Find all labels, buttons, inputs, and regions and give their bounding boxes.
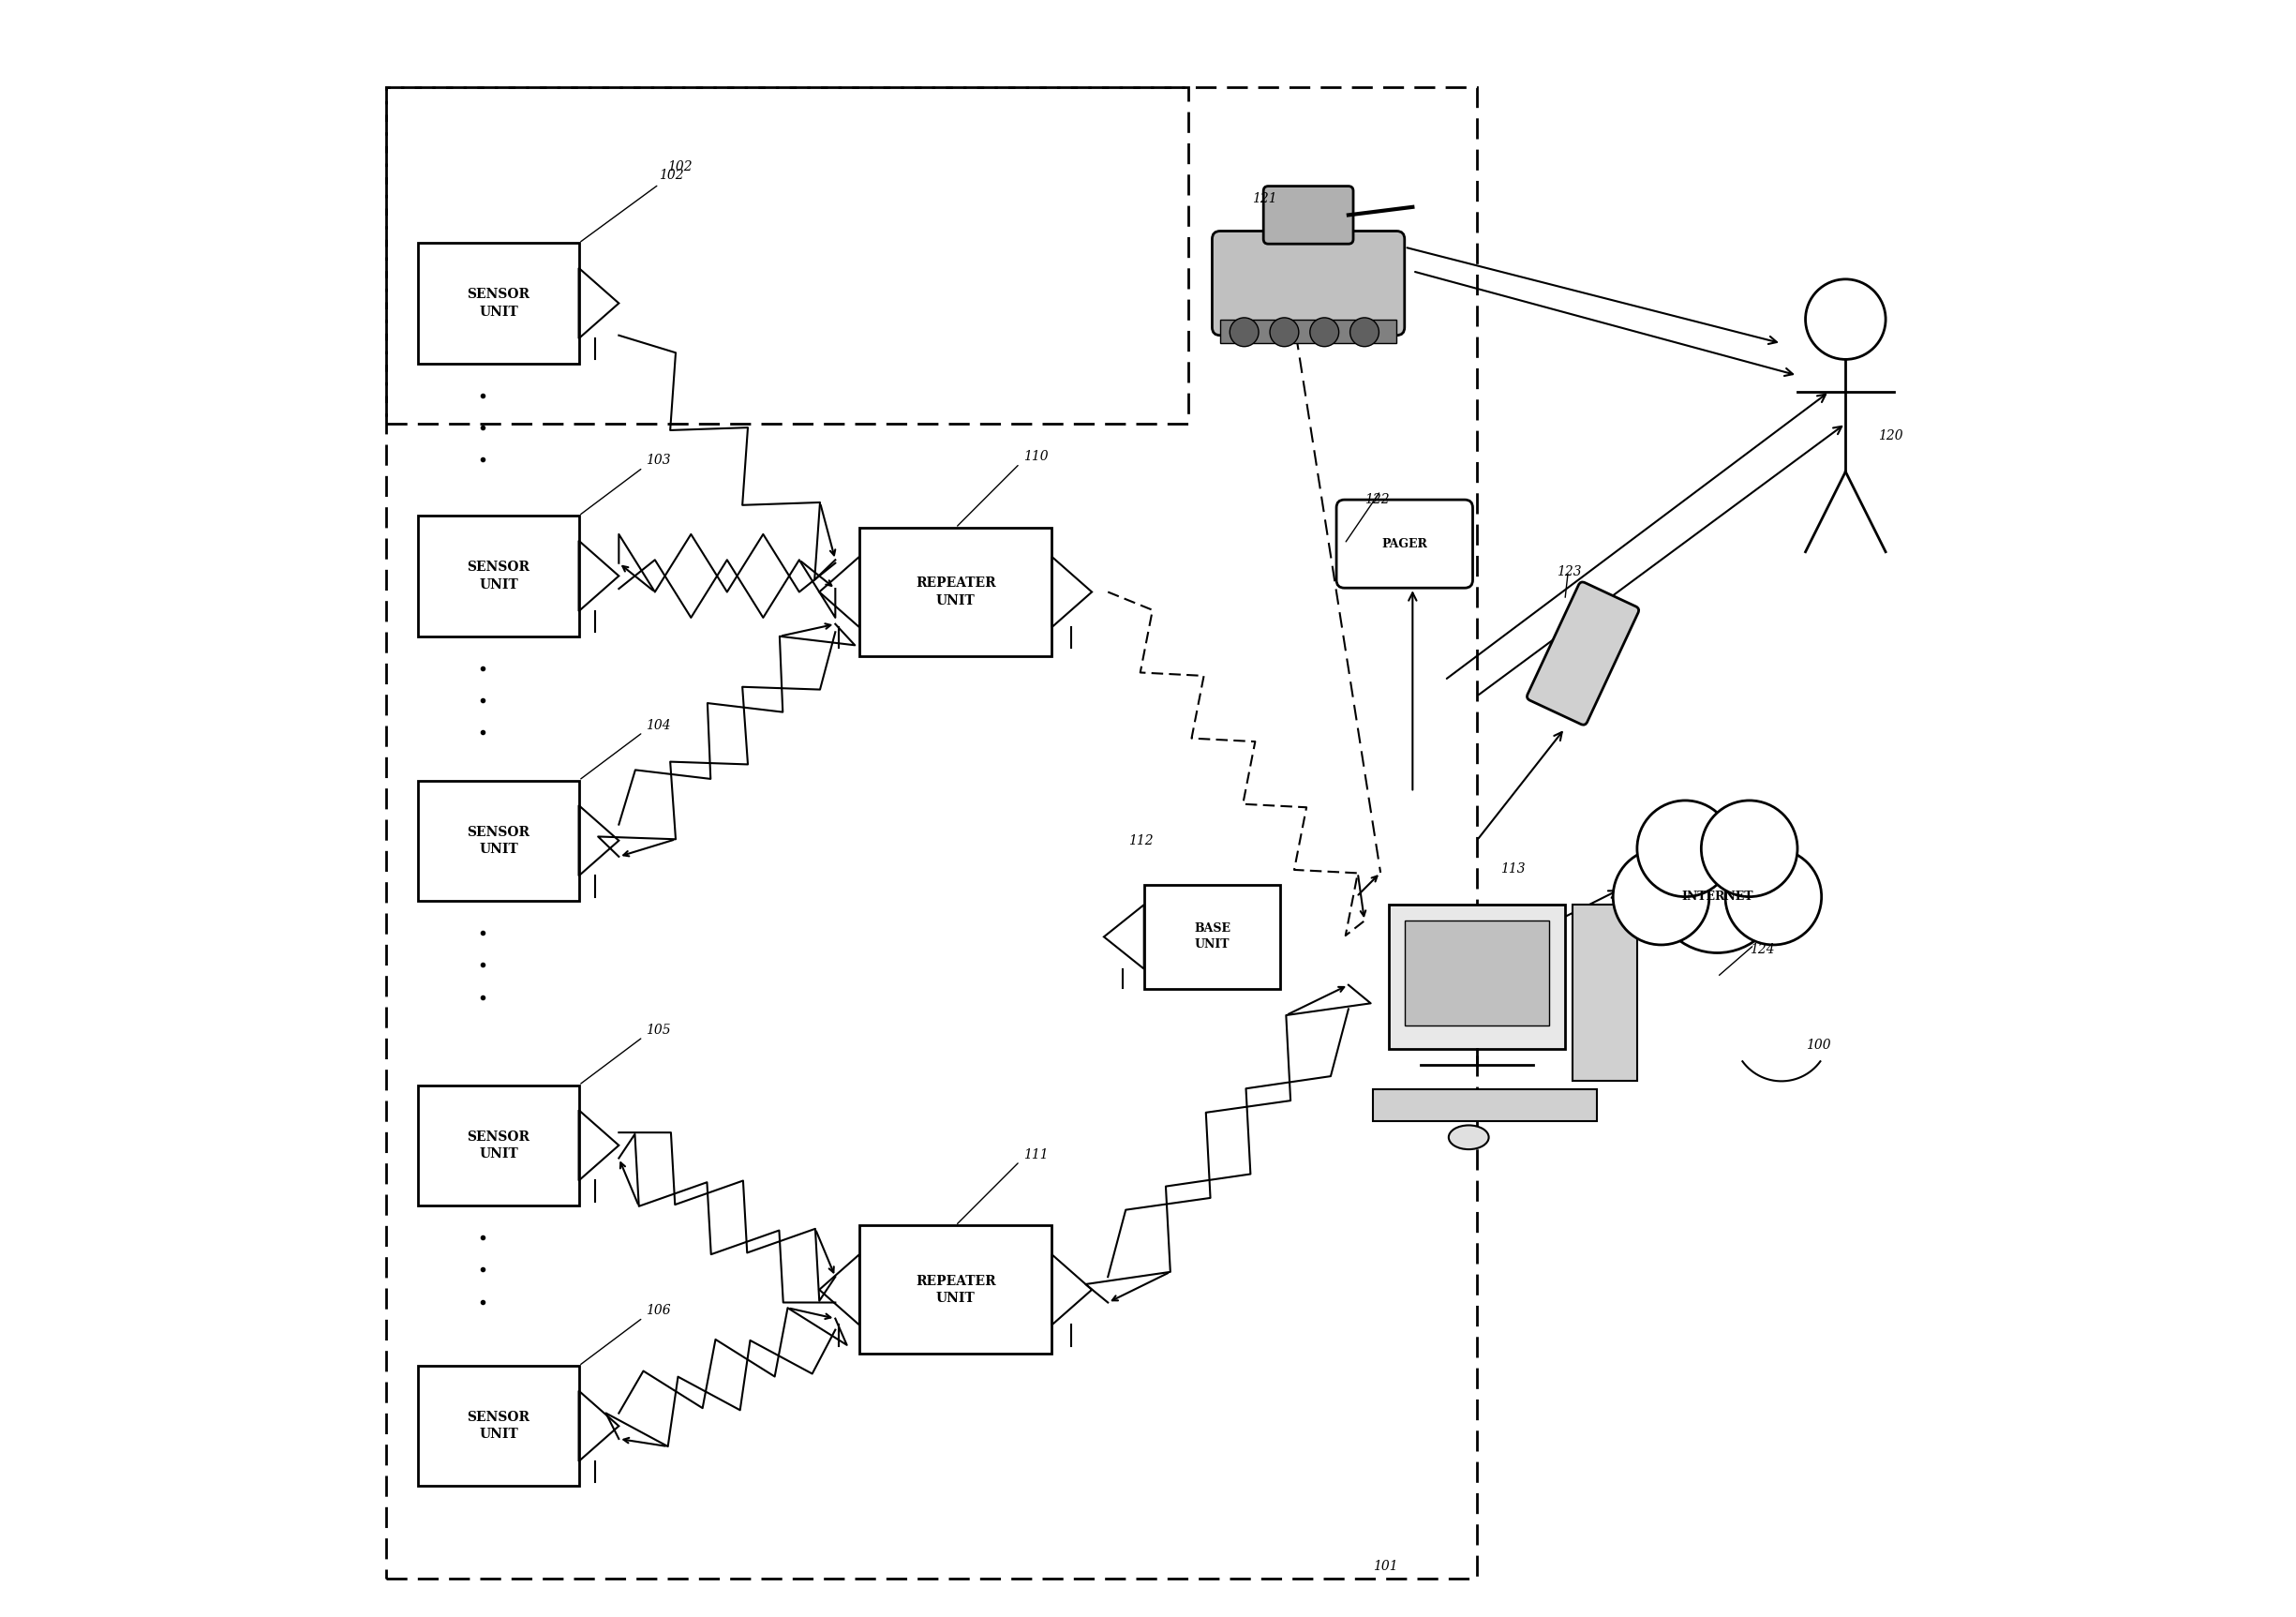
Circle shape	[1270, 317, 1300, 346]
Text: 101: 101	[1373, 1560, 1398, 1573]
Text: 102: 102	[581, 168, 684, 241]
FancyBboxPatch shape	[418, 781, 579, 901]
Text: REPEATER
UNIT: REPEATER UNIT	[916, 577, 996, 606]
Bar	[1389, 906, 1566, 1049]
Text: 113: 113	[1502, 862, 1527, 875]
FancyBboxPatch shape	[859, 527, 1052, 657]
Text: 103: 103	[645, 454, 670, 467]
Bar	[1573, 906, 1637, 1082]
Text: INTERNET: INTERNET	[1681, 891, 1754, 902]
Text: SENSOR
UNIT: SENSOR UNIT	[466, 288, 530, 319]
Bar	[1373, 1090, 1598, 1121]
Text: 102: 102	[666, 160, 691, 173]
Circle shape	[1231, 317, 1258, 346]
Text: 104: 104	[645, 720, 670, 733]
Text: SENSOR
UNIT: SENSOR UNIT	[466, 561, 530, 592]
Text: 122: 122	[1364, 493, 1389, 506]
Circle shape	[1350, 317, 1380, 346]
Text: 121: 121	[1251, 192, 1277, 205]
Circle shape	[1637, 800, 1733, 897]
Text: 112: 112	[1127, 834, 1153, 847]
Circle shape	[1653, 825, 1782, 952]
Text: 110: 110	[1024, 450, 1047, 462]
FancyBboxPatch shape	[418, 1366, 579, 1486]
Text: 105: 105	[645, 1024, 670, 1036]
Circle shape	[1701, 800, 1798, 897]
FancyBboxPatch shape	[418, 516, 579, 635]
Text: 123: 123	[1557, 566, 1582, 579]
Text: 106: 106	[645, 1305, 670, 1318]
Circle shape	[1614, 849, 1708, 944]
Text: REPEATER
UNIT: REPEATER UNIT	[916, 1274, 996, 1305]
FancyBboxPatch shape	[1212, 231, 1405, 335]
Text: SENSOR
UNIT: SENSOR UNIT	[466, 1412, 530, 1441]
Ellipse shape	[1449, 1125, 1488, 1150]
Text: SENSOR
UNIT: SENSOR UNIT	[466, 1130, 530, 1161]
Bar	[1219, 319, 1396, 343]
FancyBboxPatch shape	[418, 243, 579, 364]
Circle shape	[1724, 849, 1821, 944]
FancyBboxPatch shape	[1527, 582, 1639, 724]
FancyBboxPatch shape	[1143, 884, 1281, 990]
FancyBboxPatch shape	[1263, 186, 1352, 244]
Text: 120: 120	[1878, 429, 1903, 443]
FancyBboxPatch shape	[418, 1085, 579, 1206]
Text: SENSOR
UNIT: SENSOR UNIT	[466, 825, 530, 855]
Circle shape	[1805, 280, 1885, 359]
FancyBboxPatch shape	[1336, 500, 1472, 589]
Text: 100: 100	[1805, 1038, 1830, 1053]
FancyBboxPatch shape	[859, 1226, 1052, 1353]
Circle shape	[1311, 317, 1339, 346]
Text: 124: 124	[1750, 943, 1775, 956]
Text: 111: 111	[1024, 1148, 1047, 1161]
Text: BASE
UNIT: BASE UNIT	[1194, 923, 1231, 951]
Bar	[1405, 920, 1550, 1025]
Text: PAGER: PAGER	[1382, 538, 1428, 550]
